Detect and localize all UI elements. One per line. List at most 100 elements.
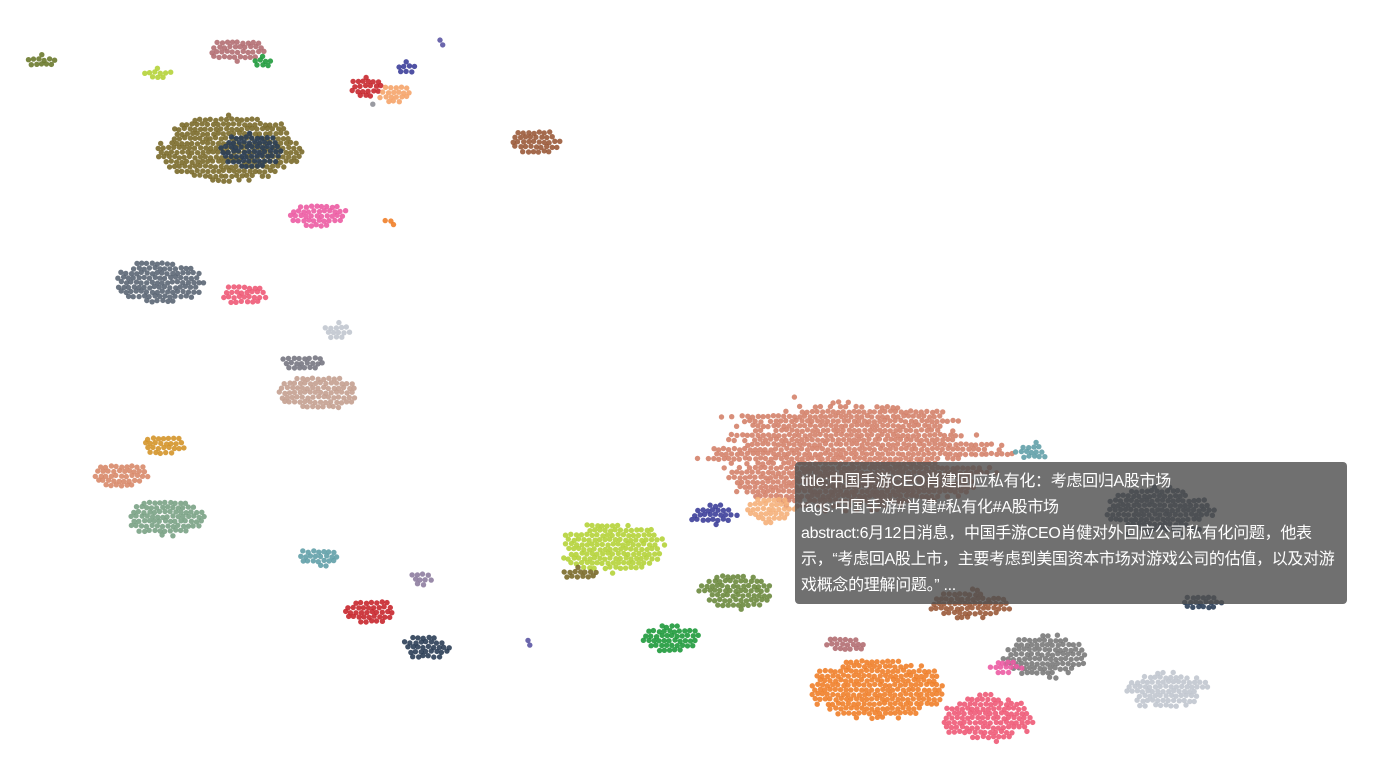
data-point[interactable] [1005,647,1011,653]
data-point[interactable] [538,144,544,151]
data-point[interactable] [843,705,849,711]
data-point[interactable] [851,710,857,717]
data-point[interactable] [935,427,941,433]
data-point[interactable] [196,289,202,295]
data-point[interactable] [1023,710,1030,717]
data-point[interactable] [1053,675,1059,681]
data-point[interactable] [893,428,899,434]
data-point[interactable] [169,261,176,267]
data-point[interactable] [241,168,247,174]
data-point[interactable] [887,673,894,679]
data-point[interactable] [858,668,864,674]
data-point[interactable] [124,482,130,488]
data-point[interactable] [149,514,156,520]
data-point[interactable] [622,565,629,571]
data-point[interactable] [157,500,163,506]
data-point[interactable] [955,446,961,452]
data-point[interactable] [306,355,312,362]
data-point[interactable] [241,139,247,145]
data-point[interactable] [186,513,192,520]
data-point[interactable] [1024,719,1031,725]
data-point[interactable] [844,432,850,438]
data-point[interactable] [890,658,896,665]
data-point[interactable] [251,158,258,164]
data-point[interactable] [135,508,142,515]
data-point[interactable] [1176,688,1182,694]
data-point[interactable] [890,442,896,448]
data-point[interactable] [1068,647,1074,654]
data-point[interactable] [336,319,342,326]
data-point[interactable] [750,489,756,495]
data-point[interactable] [194,167,200,174]
data-point[interactable] [317,553,324,560]
data-point[interactable] [272,158,279,165]
data-point[interactable] [941,719,947,726]
data-point[interactable] [261,48,267,54]
data-point[interactable] [898,445,905,452]
data-point[interactable] [872,710,878,716]
data-point[interactable] [745,592,752,598]
data-point[interactable] [972,611,978,617]
data-point[interactable] [142,70,148,77]
data-point[interactable] [248,135,255,141]
data-point[interactable] [256,158,262,164]
data-point[interactable] [154,269,160,276]
data-point[interactable] [304,360,310,366]
data-point[interactable] [269,163,276,169]
data-point[interactable] [520,149,526,155]
data-point[interactable] [291,380,298,386]
data-point[interactable] [799,456,805,462]
data-point[interactable] [617,565,624,571]
data-point[interactable] [780,442,787,448]
data-point[interactable] [390,221,397,228]
data-point[interactable] [752,464,759,471]
data-point[interactable] [760,470,766,477]
data-point[interactable] [993,738,1000,745]
data-point[interactable] [144,436,151,443]
data-point[interactable] [1184,603,1191,609]
data-point[interactable] [1073,656,1080,662]
data-point[interactable] [961,701,968,707]
data-point[interactable] [261,158,268,164]
data-point[interactable] [414,572,421,578]
data-point[interactable] [403,68,409,75]
data-point[interactable] [974,734,981,741]
data-point[interactable] [275,136,281,142]
data-point[interactable] [822,696,828,702]
data-point[interactable] [571,545,577,552]
data-point[interactable] [176,155,182,161]
data-point[interactable] [144,297,150,304]
data-point[interactable] [342,208,349,214]
data-point[interactable] [985,734,992,741]
data-point[interactable] [25,57,32,63]
data-point[interactable] [843,450,849,457]
data-point[interactable] [877,427,883,433]
data-point[interactable] [157,450,163,457]
data-point[interactable] [374,600,380,606]
data-point[interactable] [702,587,708,594]
data-point[interactable] [824,642,830,648]
data-point[interactable] [742,484,748,490]
data-point[interactable] [620,542,626,548]
data-point[interactable] [579,550,585,556]
data-point[interactable] [218,145,224,151]
data-point[interactable] [440,644,447,650]
data-point[interactable] [28,61,34,68]
data-point[interactable] [256,48,262,55]
data-point[interactable] [656,629,663,635]
data-point[interactable] [868,687,875,693]
data-point[interactable] [918,447,925,453]
data-point[interactable] [326,218,332,224]
data-point[interactable] [246,148,252,155]
data-point[interactable] [1141,673,1148,680]
data-point[interactable] [918,663,925,669]
data-point[interactable] [316,549,322,555]
data-point[interactable] [172,126,178,132]
data-point[interactable] [993,609,999,616]
data-point[interactable] [96,477,102,483]
data-point[interactable] [889,705,895,711]
data-point[interactable] [241,149,248,156]
data-point[interactable] [568,540,575,547]
data-point[interactable] [293,150,299,156]
data-point[interactable] [302,389,308,395]
